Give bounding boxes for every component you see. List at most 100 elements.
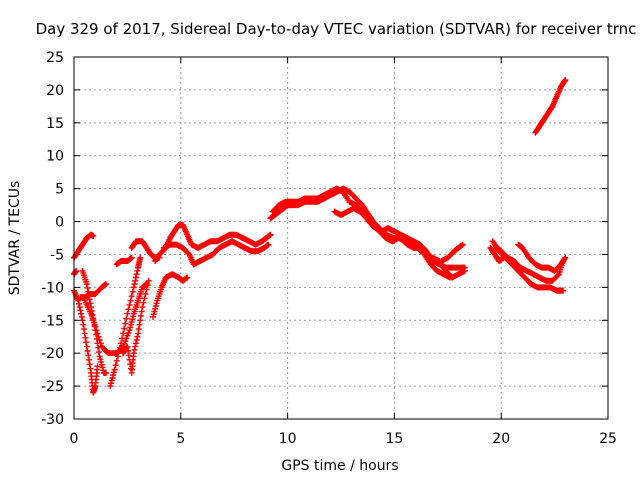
data-point <box>117 340 124 347</box>
axis-ticks: 0 5 10 15 20 25 -30 -25 -20 -15 -10 -5 0 5 10 15 20 25 <box>41 50 617 447</box>
data-point <box>124 332 131 339</box>
data-point <box>134 267 141 274</box>
data-point <box>78 313 85 320</box>
y-tick-label: 15 <box>46 116 64 132</box>
data-point <box>137 312 144 319</box>
data-point <box>150 311 157 318</box>
data-point <box>138 308 145 315</box>
data-point <box>126 327 133 334</box>
data-point <box>144 282 151 289</box>
data-point <box>96 337 103 344</box>
data-point <box>129 316 136 323</box>
data-point <box>124 310 131 317</box>
data-point <box>139 304 146 311</box>
data-point <box>130 313 137 320</box>
data-point <box>143 281 150 288</box>
data-point <box>110 372 117 379</box>
data-point <box>85 356 92 363</box>
data-point <box>561 255 568 262</box>
data-point <box>130 284 137 291</box>
data-point <box>125 352 132 359</box>
y-tick-label: 5 <box>55 182 64 198</box>
y-tick-label: -15 <box>41 313 64 329</box>
data-point <box>77 307 84 314</box>
data-point <box>85 352 92 359</box>
data-point <box>127 321 134 328</box>
y-tick-label: 10 <box>46 149 64 165</box>
chart-title: Day 329 of 2017, Sidereal Day-to-day VTE… <box>36 20 637 38</box>
x-tick-label: 5 <box>176 431 185 447</box>
x-tick-label: 15 <box>385 431 403 447</box>
data-point <box>125 329 132 336</box>
data-point <box>116 344 123 351</box>
y-axis-label: SDTVAR / TECUs <box>7 181 23 296</box>
data-point <box>152 305 159 312</box>
data-point <box>125 347 132 354</box>
data-point <box>123 315 130 322</box>
data-point <box>75 300 82 307</box>
data-point <box>75 297 82 304</box>
data-point <box>79 317 86 324</box>
data-point <box>131 281 138 288</box>
data-point <box>562 77 569 84</box>
data-point <box>132 343 139 350</box>
y-tick-label: -20 <box>41 346 64 362</box>
data-point <box>82 334 89 341</box>
data-point <box>90 233 97 240</box>
data-point <box>108 380 115 387</box>
data-point <box>122 320 129 327</box>
data-point <box>132 340 139 347</box>
data-point <box>137 254 144 261</box>
data-points <box>71 77 569 396</box>
data-point <box>561 78 568 85</box>
data-point <box>500 254 507 261</box>
data-point <box>153 300 160 307</box>
y-tick-label: 0 <box>55 215 64 231</box>
data-point <box>133 337 140 344</box>
data-point <box>93 327 100 334</box>
y-tick-label: -10 <box>41 280 64 296</box>
data-point <box>128 318 135 325</box>
data-point <box>446 274 453 281</box>
data-point <box>184 274 191 281</box>
data-point <box>99 364 106 371</box>
data-point <box>141 295 148 302</box>
data-point <box>119 335 126 342</box>
data-point <box>128 293 135 300</box>
grid-lines <box>74 57 608 419</box>
data-point <box>123 344 130 351</box>
data-point <box>83 343 90 350</box>
y-tick-label: 20 <box>46 83 64 99</box>
data-point <box>267 231 274 238</box>
data-point <box>131 346 138 353</box>
data-point <box>140 299 147 306</box>
data-point <box>110 369 117 376</box>
data-point <box>112 362 119 369</box>
data-point <box>126 301 133 308</box>
data-point <box>136 321 143 328</box>
data-point <box>94 330 101 337</box>
data-point <box>135 326 142 333</box>
y-tick-label: 25 <box>46 50 64 66</box>
data-point <box>95 333 102 340</box>
data-point <box>124 343 131 350</box>
data-point <box>80 326 87 333</box>
data-point <box>130 350 137 357</box>
data-point <box>265 241 272 248</box>
data-point <box>132 274 139 281</box>
data-point <box>83 281 90 288</box>
data-point <box>98 361 105 368</box>
data-point <box>127 297 134 304</box>
data-point <box>109 374 116 381</box>
x-tick-label: 0 <box>70 431 79 447</box>
data-point <box>145 277 152 284</box>
y-tick-label: -25 <box>41 379 64 395</box>
x-tick-label: 20 <box>492 431 510 447</box>
data-point <box>111 366 118 373</box>
data-point <box>554 272 561 279</box>
data-point <box>132 277 139 284</box>
data-point <box>459 241 466 248</box>
x-axis-label: GPS time / hours <box>281 458 398 474</box>
data-point <box>562 254 569 261</box>
